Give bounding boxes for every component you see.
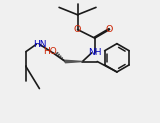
Text: O: O bbox=[106, 25, 113, 34]
Text: HO: HO bbox=[43, 46, 57, 56]
Text: O: O bbox=[74, 25, 81, 34]
Text: NH: NH bbox=[88, 48, 101, 57]
Polygon shape bbox=[65, 60, 82, 63]
Text: HN: HN bbox=[33, 40, 47, 49]
